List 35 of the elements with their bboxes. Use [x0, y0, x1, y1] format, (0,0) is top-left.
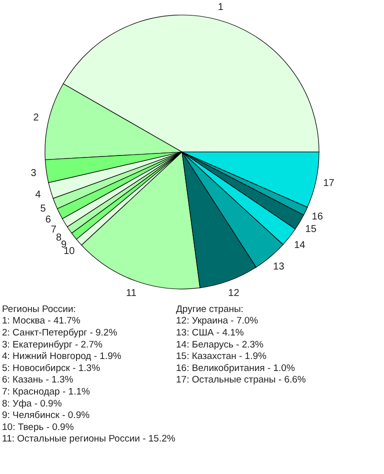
text: Регионы России: — [2, 304, 76, 315]
text: 6: Казань - 1.3% — [2, 374, 74, 386]
slice-label: 7 — [50, 224, 57, 236]
text: 9: Челябинск - 0.9% — [2, 410, 90, 422]
text: 7: Краснодар - 1.1% — [2, 386, 90, 398]
text: 3: Екатеринбург - 2.7% — [2, 339, 103, 350]
text: 10: Тверь - 0.9% — [2, 422, 74, 433]
slice-label: 2 — [33, 112, 40, 124]
slice-label: 12 — [228, 288, 240, 299]
text: 17: Остальные страны - 6.6% — [176, 374, 306, 386]
text: 1: Москва - 41.7% — [2, 316, 81, 327]
slice-label: 10 — [64, 246, 76, 257]
text: 12: Украина - 7.0% — [176, 316, 259, 327]
text: 15: Казахстан - 1.9% — [176, 351, 268, 362]
slice-label: 15 — [305, 224, 317, 235]
slice-label: 16 — [312, 212, 324, 223]
text: 8: Уфа - 0.9% — [2, 398, 62, 410]
slice-label: 14 — [294, 240, 306, 252]
text: 16: Великобритания - 1.0% — [176, 362, 296, 374]
text: 11: Остальные регионы России - 15.2% — [2, 434, 176, 445]
slice-label: 6 — [45, 214, 52, 226]
text: 13: США - 4.1% — [176, 328, 244, 338]
slice-label: 13 — [273, 262, 285, 273]
slice-label: 11 — [126, 288, 137, 300]
slice-label: 1 — [218, 2, 224, 14]
text: 5: Новосибирск - 1.3% — [2, 362, 101, 374]
slice-label: 8 — [56, 232, 62, 244]
slice-label: 4 — [35, 189, 42, 200]
slice-label: 5 — [40, 204, 46, 215]
text: 2: Санкт-Петербург - 9.2% — [2, 328, 118, 338]
text: 14: Беларусь - 2.3% — [176, 339, 264, 350]
slice-label: 3 — [30, 168, 37, 180]
slice-label: 17 — [323, 178, 335, 189]
text: 4: Нижний Новгород - 1.9% — [2, 351, 122, 362]
text: Другие страны: — [176, 304, 244, 315]
